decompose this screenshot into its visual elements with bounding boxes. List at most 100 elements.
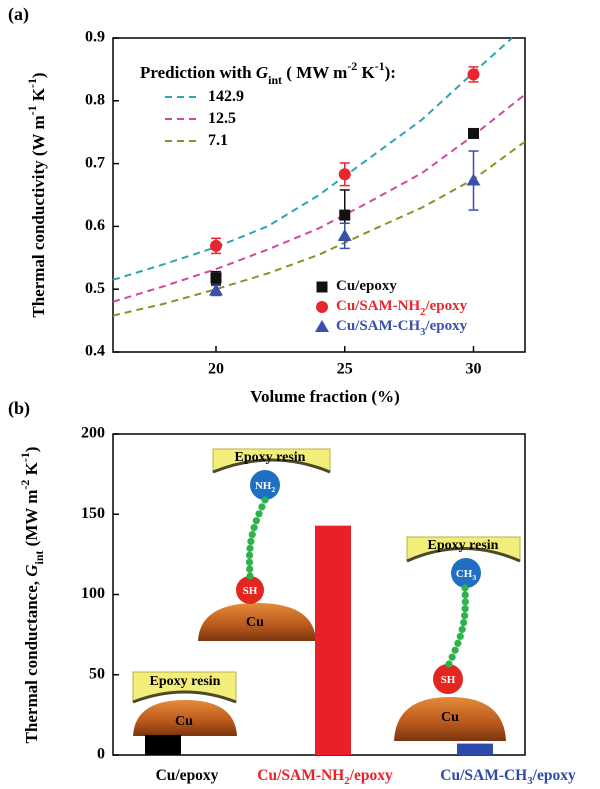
chain-bead	[247, 537, 255, 546]
y-tick-label: 0.6	[85, 217, 105, 234]
chain-bead	[250, 524, 258, 532]
chain-bead	[255, 510, 263, 518]
legend-label: 12.5	[208, 110, 236, 127]
y-tick-label: 0.7	[85, 154, 105, 171]
x-tick-label: Cu/SAM-NH2/epoxy	[257, 767, 393, 788]
text-part: -1	[18, 452, 32, 462]
text-part: 2	[344, 775, 349, 787]
interface	[132, 690, 237, 704]
text-part: 7.1	[208, 132, 228, 149]
chain-bead	[245, 558, 254, 566]
y-tick-label: 100	[81, 585, 105, 602]
chain-bead	[456, 632, 464, 640]
text-part: -2	[347, 59, 357, 73]
legend-label: Cu/epoxy	[336, 278, 397, 294]
x-tick-label: 20	[208, 361, 224, 378]
chain-bead	[454, 639, 462, 647]
chain-bead	[248, 530, 256, 539]
legend-label: 142.9	[208, 88, 244, 105]
legend-title: Prediction with Gint ( MW m-2 K-1):	[140, 59, 396, 87]
x-tick-label: Cu/epoxy	[156, 767, 219, 784]
cu-dome	[198, 603, 316, 641]
chain-bead	[461, 598, 469, 606]
y-tick-label: 0.8	[85, 91, 105, 108]
y-axis-label: Thermal conductivity (W m-1 K-1)	[25, 72, 48, 317]
text-part: 2	[271, 485, 275, 494]
cu-dome	[394, 697, 506, 741]
annotation: SH	[243, 585, 258, 597]
chain-bead	[261, 496, 269, 504]
chain-bead	[246, 544, 254, 552]
chain-bead	[451, 646, 459, 654]
illustration: Epoxy resin NH2 SH Cu	[198, 448, 331, 641]
chain-bead	[461, 612, 469, 620]
text-part: Thermal conductivity (W m	[29, 115, 48, 317]
annotation: Cu	[441, 710, 459, 725]
end-group	[250, 470, 280, 500]
text-part: Epoxy resin	[428, 538, 499, 553]
text-part: Cu/epoxy	[336, 278, 397, 294]
illustration: Epoxy resin Cu	[132, 671, 237, 736]
marker	[209, 283, 223, 296]
x-axis-label: Volume fraction (%)	[250, 387, 400, 406]
annotation: Epoxy resin	[150, 674, 221, 689]
marker	[339, 209, 351, 221]
annotation: Epoxy resin	[235, 450, 306, 465]
annotation: SH	[441, 674, 456, 686]
annotation: Epoxy resin	[428, 538, 499, 553]
text-part: /epoxy	[349, 767, 393, 784]
text-part: Cu/SAM-CH	[440, 767, 527, 784]
legend-label: Cu/SAM-CH3/epoxy	[336, 318, 468, 337]
y-tick-label: 0.4	[85, 343, 105, 360]
y-axis-label: Thermal conductance, Gint (MW m-2 K-1)	[18, 447, 46, 744]
y-tick-label: 0	[97, 746, 105, 763]
marker	[337, 228, 352, 241]
chain-bead	[460, 618, 468, 627]
text-part: NH	[255, 480, 272, 492]
chain-bead	[246, 572, 254, 580]
legend-label: Cu/SAM-NH2/epoxy	[336, 298, 468, 317]
x-tick-label: 30	[466, 361, 482, 378]
annotation: Cu	[246, 615, 264, 630]
end-group	[451, 558, 481, 588]
annotation: NH2	[255, 480, 276, 495]
text-part: /epoxy	[532, 767, 576, 784]
text-part: Epoxy resin	[235, 450, 306, 465]
text-part: 142.9	[208, 88, 244, 105]
chain-bead	[445, 660, 453, 668]
text-part: /epoxy	[424, 298, 467, 314]
annotation: Cu	[175, 714, 193, 729]
text-part: Cu/epoxy	[156, 767, 219, 784]
text-part: Cu/SAM-CH	[336, 318, 421, 334]
panel-label: (b)	[8, 398, 30, 419]
text-part: Prediction with	[140, 63, 256, 82]
y-tick-label: 50	[89, 665, 105, 682]
x-tick-label: Cu/SAM-CH3/epoxy	[440, 767, 576, 788]
chain-bead	[461, 605, 469, 613]
text-part: ( MW m	[282, 63, 347, 82]
y-tick-label: 150	[81, 505, 105, 522]
thiol-group	[236, 576, 264, 604]
plot-frame	[112, 37, 526, 353]
text-part: 2	[420, 307, 425, 318]
text-part: -1	[25, 78, 39, 88]
chain-bead	[448, 653, 456, 661]
marker	[466, 173, 481, 186]
chain-bead	[461, 584, 469, 592]
text-part: (MW m	[22, 490, 41, 551]
text-part: Epoxy resin	[150, 674, 221, 689]
text-part: int	[32, 551, 46, 565]
annotation: CH3	[456, 568, 477, 583]
text-part: )	[22, 447, 41, 453]
text-part: Cu/SAM-NH	[336, 298, 421, 314]
text-part: 3	[472, 573, 476, 582]
text-part: G	[22, 564, 41, 577]
marker	[315, 320, 329, 332]
marker	[316, 301, 328, 313]
text-part: K	[22, 461, 41, 479]
text-part: SH	[243, 585, 258, 597]
marker	[338, 168, 351, 181]
text-part: int	[268, 73, 282, 87]
legend-label: 7.1	[208, 132, 228, 149]
text-part: Thermal conductance,	[22, 577, 41, 744]
